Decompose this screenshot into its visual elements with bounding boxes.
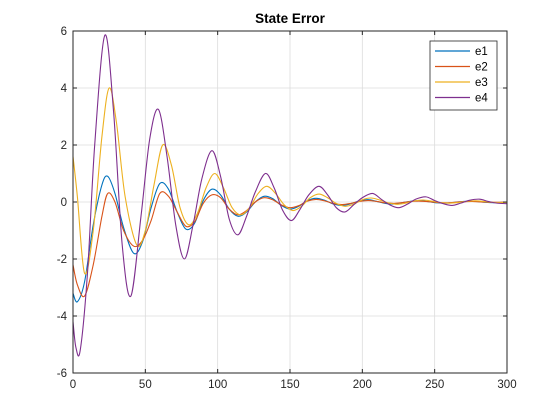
x-tick-label: 50 (139, 379, 152, 391)
x-tick-label: 0 (70, 379, 76, 391)
legend-label: e3 (475, 77, 488, 89)
x-tick-label: 300 (497, 379, 516, 391)
chart-title: State Error (255, 11, 326, 26)
x-tick-label: 100 (208, 379, 227, 391)
y-tick-label: 2 (61, 140, 67, 152)
legend-label: e4 (475, 93, 488, 105)
legend-item-e3[interactable]: e3 (435, 77, 488, 89)
legend-item-e1[interactable]: e1 (435, 46, 488, 58)
x-tick-label: 150 (280, 379, 299, 391)
y-tick-label: 4 (61, 83, 68, 95)
legend-label: e2 (475, 62, 488, 74)
legend-item-e2[interactable]: e2 (435, 62, 488, 74)
series-layer (73, 34, 507, 357)
series-line-e4 (73, 34, 507, 357)
y-tick-label: 0 (61, 197, 67, 209)
y-tick-label: 6 (61, 26, 67, 38)
y-tick-label: -4 (57, 311, 68, 323)
y-tick-label: -2 (57, 254, 67, 266)
y-tick-label: -6 (57, 368, 67, 380)
legend-item-e4[interactable]: e4 (435, 93, 488, 105)
x-tick-label: 200 (353, 379, 372, 391)
x-tick-label: 250 (425, 379, 444, 391)
legend[interactable]: e1 e2 e3 e4 (429, 40, 498, 111)
ticks: 0 50 100 150 200 250 300 -6 -4 -2 0 2 4 6 (57, 26, 517, 391)
legend-box (429, 40, 498, 111)
legend-label: e1 (475, 46, 488, 58)
